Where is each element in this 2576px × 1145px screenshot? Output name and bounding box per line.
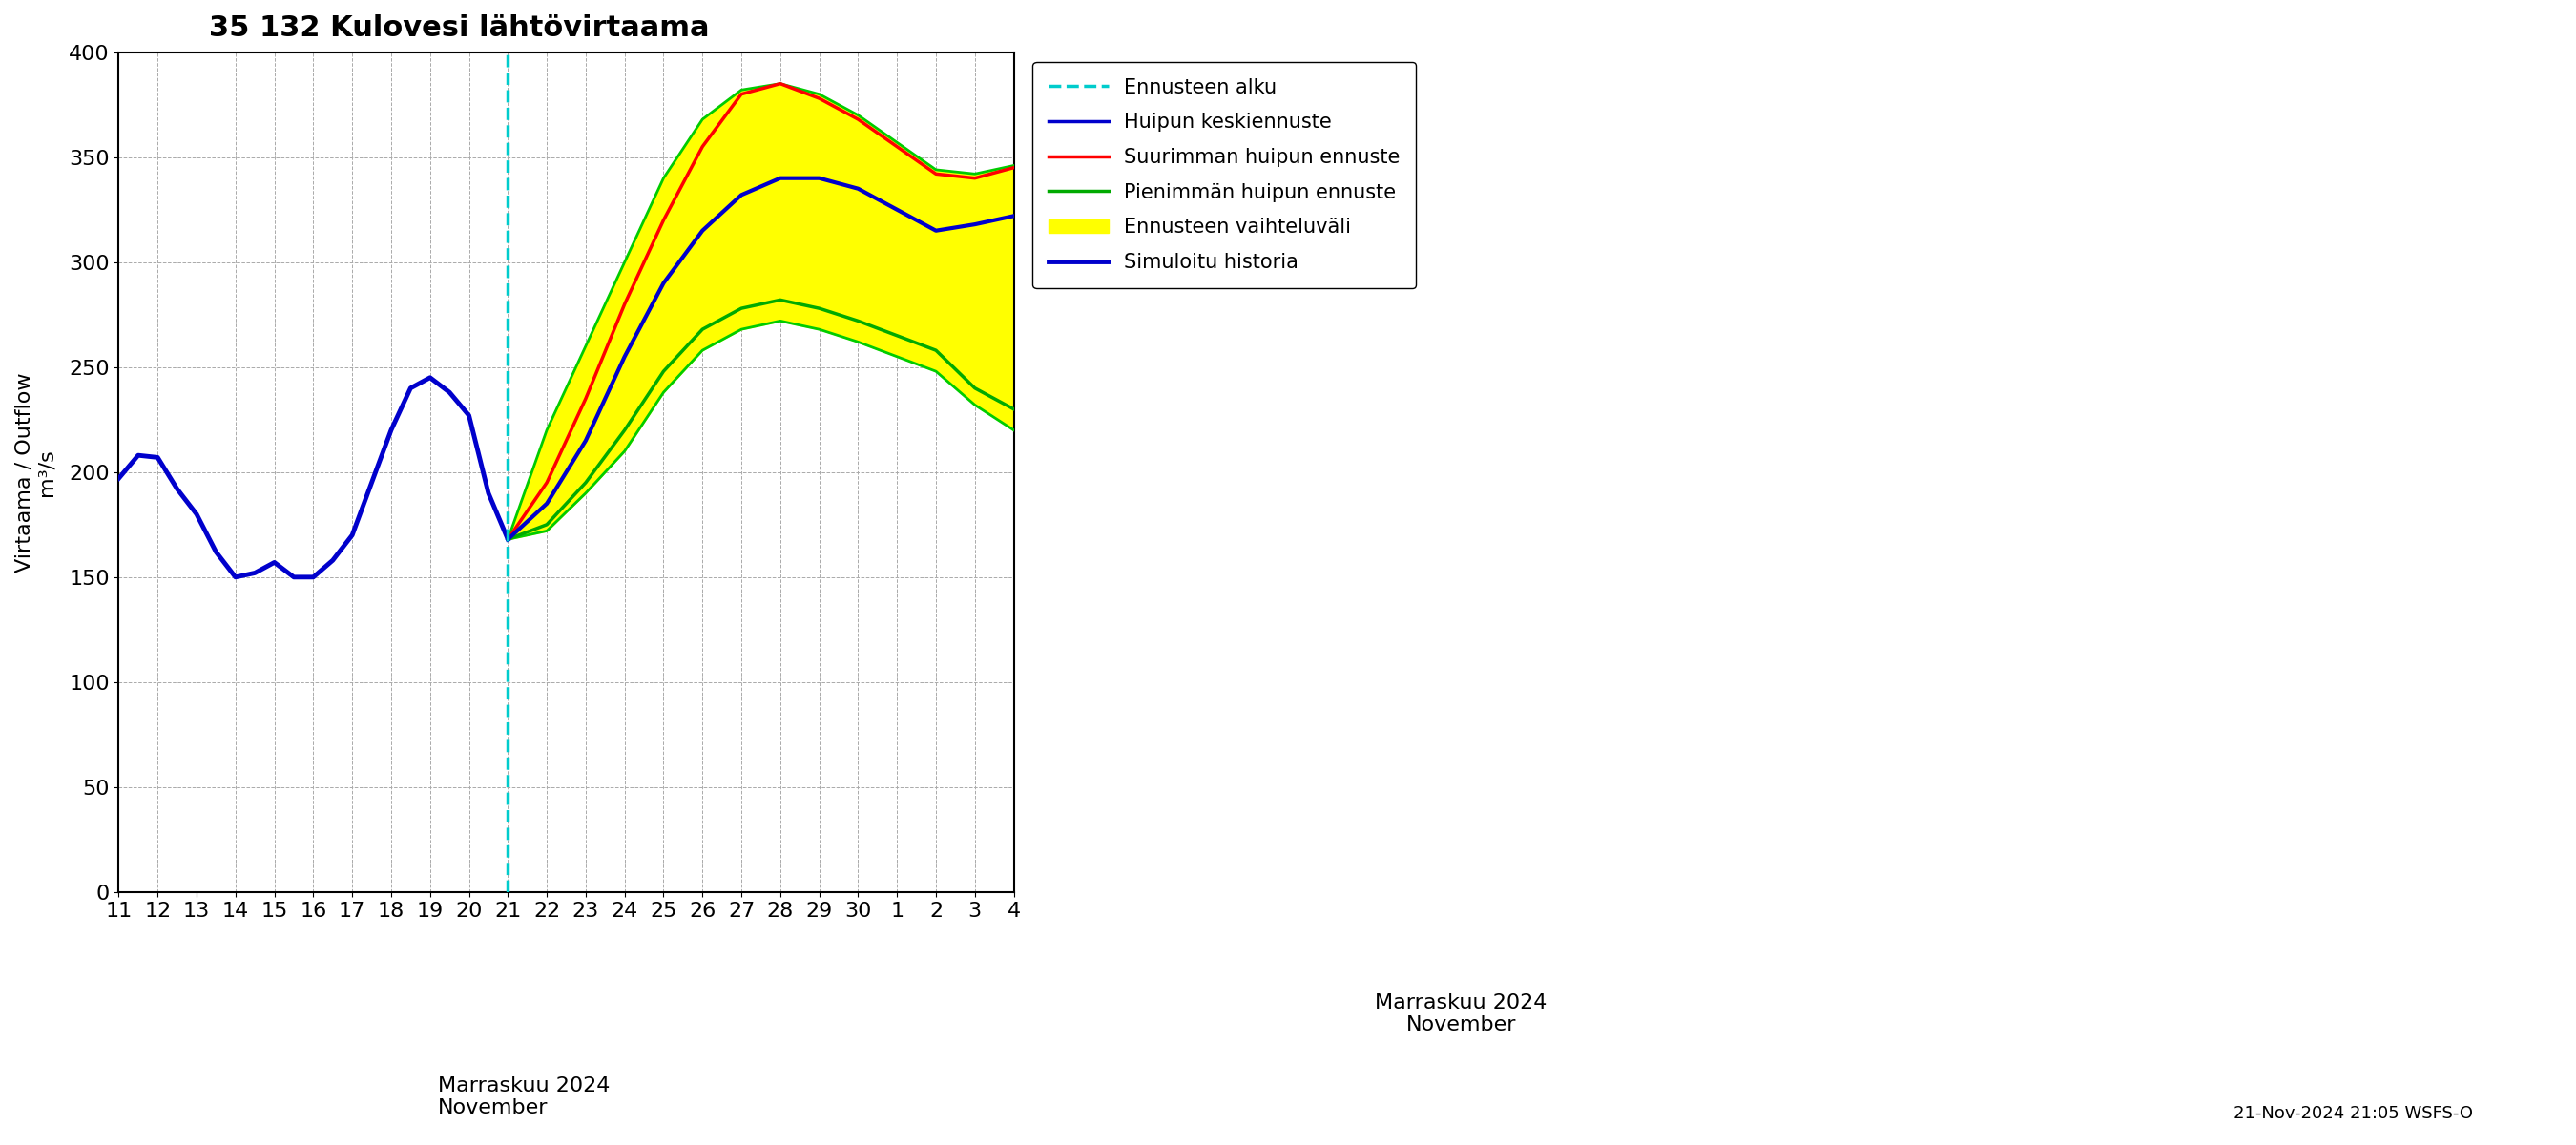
Y-axis label: Virtaama / Outflow
m³/s: Virtaama / Outflow m³/s xyxy=(15,372,57,572)
Title: 35 132 Kulovesi lähtövirtaama: 35 132 Kulovesi lähtövirtaama xyxy=(209,14,708,42)
Legend: Ennusteen alku, Huipun keskiennuste, Suurimman huipun ennuste, Pienimmän huipun : Ennusteen alku, Huipun keskiennuste, Suu… xyxy=(1033,62,1417,287)
Text: 21-Nov-2024 21:05 WSFS-O: 21-Nov-2024 21:05 WSFS-O xyxy=(2233,1105,2473,1122)
Text: Marraskuu 2024
November: Marraskuu 2024 November xyxy=(1376,993,1548,1034)
Text: Marraskuu 2024
November: Marraskuu 2024 November xyxy=(438,1076,611,1118)
